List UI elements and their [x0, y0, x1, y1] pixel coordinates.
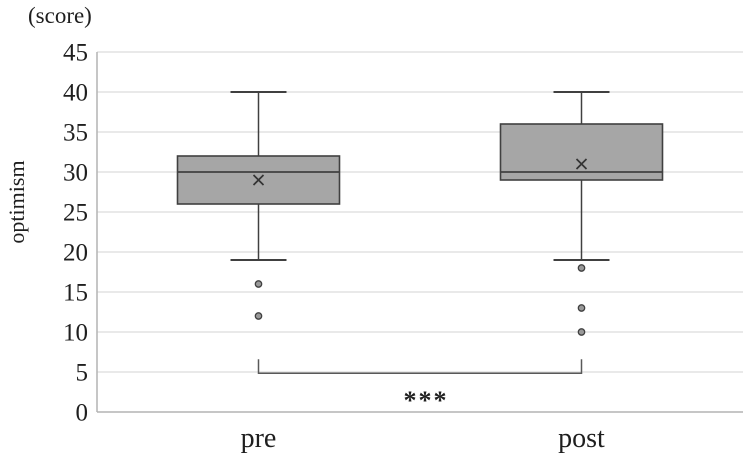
outlier-pre-1: [254, 312, 263, 320]
y-axis-unit-label: (score): [28, 3, 92, 28]
y-tick-label-0: 0: [76, 400, 89, 427]
y-tick-label-35: 35: [63, 120, 88, 147]
outlier-post-2: [577, 328, 586, 336]
category-label-pre: pre: [241, 423, 277, 454]
gridlines: [97, 51, 743, 373]
y-tick-label-15: 15: [63, 280, 88, 307]
iqr-box-post: [499, 123, 664, 181]
outlier-pre-0: [254, 280, 263, 288]
outlier-post-1: [577, 304, 586, 312]
y-tick-label-5: 5: [76, 360, 89, 387]
y-tick-label-25: 25: [63, 200, 88, 227]
mean-marker-post: [575, 158, 588, 170]
box-group-pre: [176, 91, 341, 320]
box-group-post: [499, 91, 664, 336]
y-tick-label-20: 20: [63, 240, 88, 267]
y-tick-label-45: 45: [63, 40, 88, 67]
outlier-post-0: [577, 264, 586, 272]
y-tick-label-30: 30: [63, 160, 88, 187]
category-label-post: post: [558, 423, 605, 454]
significance-bracket: [257, 359, 583, 374]
y-tick-label-40: 40: [63, 80, 88, 107]
mean-marker-pre: [252, 174, 265, 186]
y-tick-label-10: 10: [63, 320, 88, 347]
significance-label: ***: [404, 386, 449, 415]
